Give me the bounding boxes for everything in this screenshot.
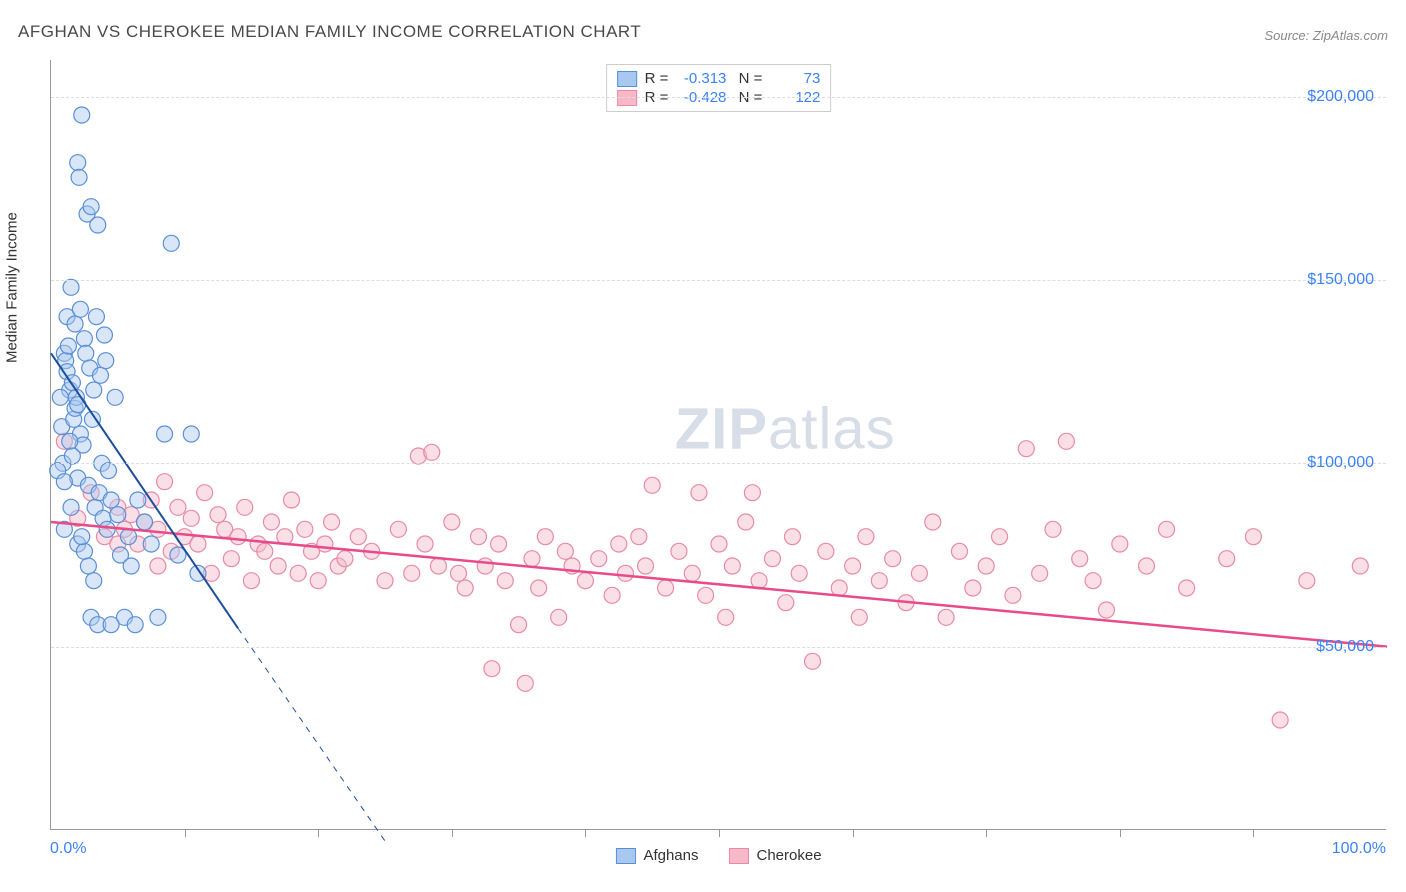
x-axis-max-label: 100.0% [1332, 840, 1386, 858]
plot-area: ZIPatlas R = -0.313 N = 73 R = -0.428 N … [50, 60, 1386, 830]
x-tick [719, 829, 720, 837]
x-tick [853, 829, 854, 837]
x-tick [986, 829, 987, 837]
x-tick [318, 829, 319, 837]
legend-item-cherokee: Cherokee [729, 847, 822, 864]
y-tick-label: $50,000 [1316, 638, 1374, 656]
y-tick-label: $200,000 [1307, 88, 1374, 106]
y-tick-label: $150,000 [1307, 271, 1374, 289]
gridline-h [51, 280, 1386, 281]
chart-title: AFGHAN VS CHEROKEE MEDIAN FAMILY INCOME … [18, 22, 641, 42]
swatch-cherokee-bottom [729, 848, 749, 864]
chart-container: AFGHAN VS CHEROKEE MEDIAN FAMILY INCOME … [0, 0, 1406, 892]
gridline-h [51, 463, 1386, 464]
x-tick [585, 829, 586, 837]
x-axis-min-label: 0.0% [50, 840, 86, 858]
x-tick [452, 829, 453, 837]
y-axis-title: Median Family Income [4, 212, 21, 363]
gridline-h [51, 97, 1386, 98]
gridline-h [51, 647, 1386, 648]
source-label: Source: ZipAtlas.com [1264, 28, 1388, 43]
legend-item-afghans: Afghans [615, 847, 698, 864]
x-tick [185, 829, 186, 837]
x-tick [1120, 829, 1121, 837]
legend-bottom: Afghans Cherokee [615, 847, 821, 864]
swatch-afghans-bottom [615, 848, 635, 864]
y-tick-label: $100,000 [1307, 454, 1374, 472]
x-tick [1253, 829, 1254, 837]
chart-svg [51, 60, 1386, 829]
